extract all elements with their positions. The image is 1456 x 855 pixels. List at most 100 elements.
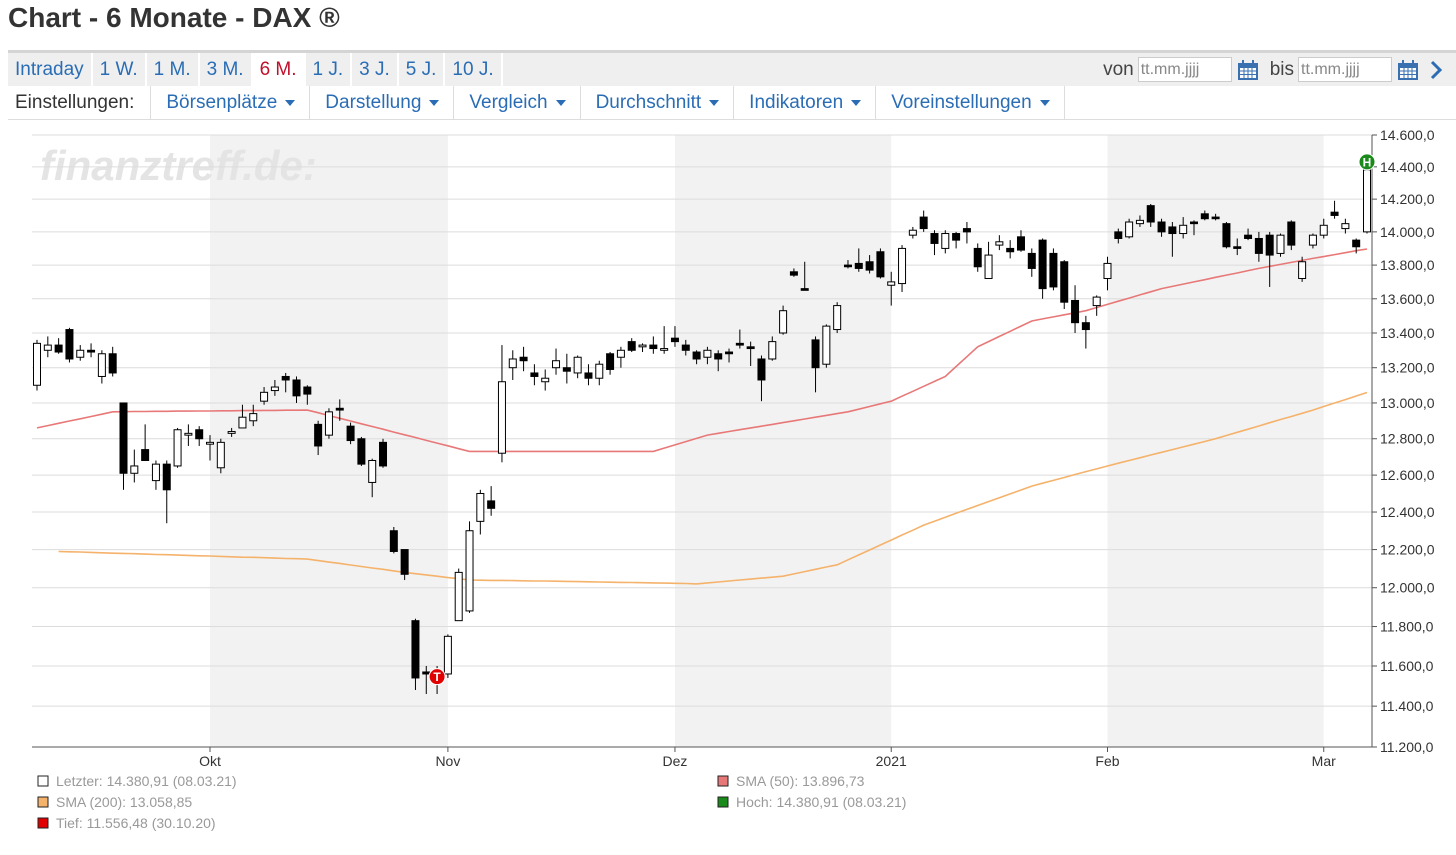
candle-body [162,463,171,491]
candle-body [606,353,615,370]
range-tab[interactable]: 1 M. [147,53,200,86]
y-tick-label: 13.800,0 [1380,257,1435,273]
candle-body [952,233,961,241]
candle-body [1081,322,1090,331]
candle-body [422,671,431,675]
x-tick-label: Mar [1312,753,1336,769]
settings-menu[interactable]: Indikatoren [734,86,877,119]
candle-body [76,349,85,358]
candle-body [1244,234,1253,239]
menu-label: Vergleich [469,91,548,113]
candle-body [454,571,463,622]
menu-label: Indikatoren [749,91,844,113]
dropdown-arrow [851,99,862,106]
candle-body [692,351,701,360]
candle-body [714,353,723,360]
legend-swatch [37,796,49,808]
candle-body [216,441,225,469]
candle-body [660,348,669,351]
candle-body [1308,234,1317,246]
candle-body [1254,237,1263,254]
y-tick-label: 12.200,0 [1380,542,1435,558]
settings-menu[interactable]: Darstellung [310,86,455,119]
range-tab[interactable]: 3 J. [352,53,399,86]
candle-body [876,251,885,278]
settings-menu[interactable]: Vergleich [454,86,581,119]
y-tick-label: 12.000,0 [1380,580,1435,596]
x-tick-label: Okt [199,753,221,769]
range-tab[interactable]: 6 M. [252,53,306,86]
dropdown-arrow [555,99,566,106]
candle-body [119,402,128,474]
candle-body [1103,262,1112,280]
to-date-input[interactable]: tt.mm.jjjj [1298,57,1392,82]
candle-body [335,407,344,411]
range-tab[interactable]: 1 J. [306,53,353,86]
candle-body [1319,224,1328,236]
legend-swatch [717,775,729,787]
candle-body [1298,261,1307,280]
candle-body [357,438,366,465]
dropdown-arrow [429,99,440,106]
submit-arrow[interactable] [1424,58,1448,82]
candle-body [1125,221,1134,238]
candle-body [281,375,290,381]
from-date-input[interactable]: tt.mm.jjjj [1137,57,1232,82]
legend-swatch [717,796,729,808]
range-tab[interactable]: Intraday [8,53,93,86]
settings-label: Einstellungen: [8,86,152,119]
tab-bar: Intraday 1 W. 1 M. 3 M. 6 M. 1 J. 3 J. 5 J. 10 J… [8,50,1456,86]
candle-body [227,431,236,434]
settings-menu[interactable]: Voreinstellungen [876,86,1065,119]
candle-body [530,372,539,377]
extreme-marker [428,668,446,686]
candle-body [541,377,550,383]
candle-body [865,261,874,271]
candle-body [1363,169,1371,233]
x-tick-label: Nov [435,753,460,769]
y-tick-label: 12.400,0 [1380,504,1435,520]
candle-body [130,465,139,474]
candle-body [584,372,593,379]
candle-body [184,432,193,436]
candle-body [65,329,74,360]
x-tick-label: 2021 [876,753,907,769]
candle-body [173,429,182,467]
candle-body [497,381,506,454]
candle-body [898,247,907,285]
range-tab[interactable]: 10 J. [445,53,503,86]
candle-body [43,344,52,351]
candle-body [1211,216,1220,220]
candle-body [833,305,842,331]
candle-body [1276,234,1285,254]
candle-body [1092,296,1101,307]
candle-body [151,463,160,482]
candle-body [725,351,734,355]
marker-label: T [433,670,441,684]
candle-body [1189,221,1198,225]
candle-body [519,356,528,362]
calendar-icon[interactable] [1396,58,1420,82]
y-tick-label: 14.400,0 [1380,159,1435,175]
range-tab[interactable]: 3 M. [200,53,253,86]
candle-body [768,341,777,360]
dropdown-arrow [709,99,720,106]
candle-body [638,344,647,348]
candle-body [1352,239,1361,248]
candle-body [465,530,474,612]
settings-menu[interactable]: Börsenplätze [151,86,311,119]
candle-body [1135,219,1144,225]
candle-body [141,449,150,461]
range-tab[interactable]: 1 W. [93,53,147,86]
candle-body [1038,239,1047,290]
settings-menu[interactable]: Durchschnitt [581,86,735,119]
dropdown-arrow [285,99,296,106]
candle-body [919,216,928,230]
candle-body [1287,221,1296,246]
calendar-icon[interactable] [1236,58,1260,82]
candle-body [1179,224,1188,235]
settings-bar: Einstellungen: Börsenplätze Darstellung Ve… [8,86,1456,120]
range-tab[interactable]: 5 J. [399,53,446,86]
date-range: von tt.mm.jjjj bis tt.mm.jjjj [1103,53,1448,86]
menu-label: Voreinstellungen [891,91,1032,113]
